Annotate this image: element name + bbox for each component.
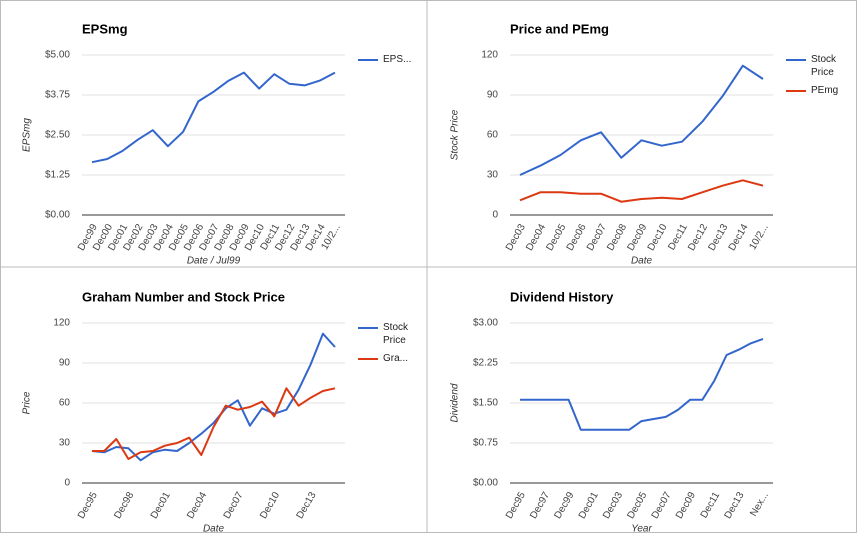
legend-label: EPS... [383,54,412,65]
series-line [519,64,764,176]
legend-item: PEmg [811,85,839,96]
y-tick-label: $2.50 [45,130,70,141]
chart-panel: EPSmg$0.00$1.25$2.50$3.75$5.00Dec99Dec00… [22,21,412,267]
x-axis-title: Year [631,524,652,533]
y-tick-label: 90 [59,358,71,369]
y-tick-label: $5.00 [45,50,70,61]
y-tick-label: $2.25 [473,358,498,369]
y-tick-label: $1.50 [473,398,498,409]
y-tick-label: 0 [492,210,498,221]
y-tick-label: $0.75 [473,438,498,449]
legend-item: Gra... [383,353,409,364]
y-tick-label: 120 [53,318,70,329]
legend-item: EPS... [383,54,412,65]
chart-title: Dividend History [510,289,614,304]
legend-label: Gra... [383,353,409,364]
legend-label: Stock Price [811,54,837,78]
y-tick-label: 60 [59,398,71,409]
x-axis-title: Date [631,256,653,267]
legend-label: Stock Price [383,322,409,346]
legend-item: Stock Price [383,322,409,346]
series-line [92,387,336,460]
y-axis-title: Stock Price [450,109,461,160]
series-line [91,332,336,462]
series-line [520,338,764,431]
chart-title: EPSmg [82,21,128,36]
y-tick-label: 120 [481,50,498,61]
y-tick-label: 0 [64,478,70,489]
y-tick-label: $1.25 [45,170,70,181]
y-axis-title: EPSmg [22,118,33,152]
y-tick-label: 60 [487,130,499,141]
y-tick-label: $3.00 [473,318,498,329]
y-axis-title: Dividend [450,383,461,422]
y-tick-label: $0.00 [45,210,70,221]
y-axis-title: Price [22,391,33,414]
y-tick-label: $3.75 [45,90,70,101]
chart-title: Price and PEmg [510,21,609,36]
series-line [91,71,336,164]
x-axis-title: Date / Jul99 [187,256,241,267]
legend-label: PEmg [811,85,839,96]
y-tick-label: 30 [59,438,71,449]
series-line [519,179,764,203]
y-tick-label: 90 [487,90,499,101]
y-tick-label: 30 [487,170,499,181]
y-tick-label: $0.00 [473,478,498,489]
x-axis-title: Date [203,524,225,533]
legend-item: Stock Price [811,54,837,78]
chart-title: Graham Number and Stock Price [82,289,285,304]
